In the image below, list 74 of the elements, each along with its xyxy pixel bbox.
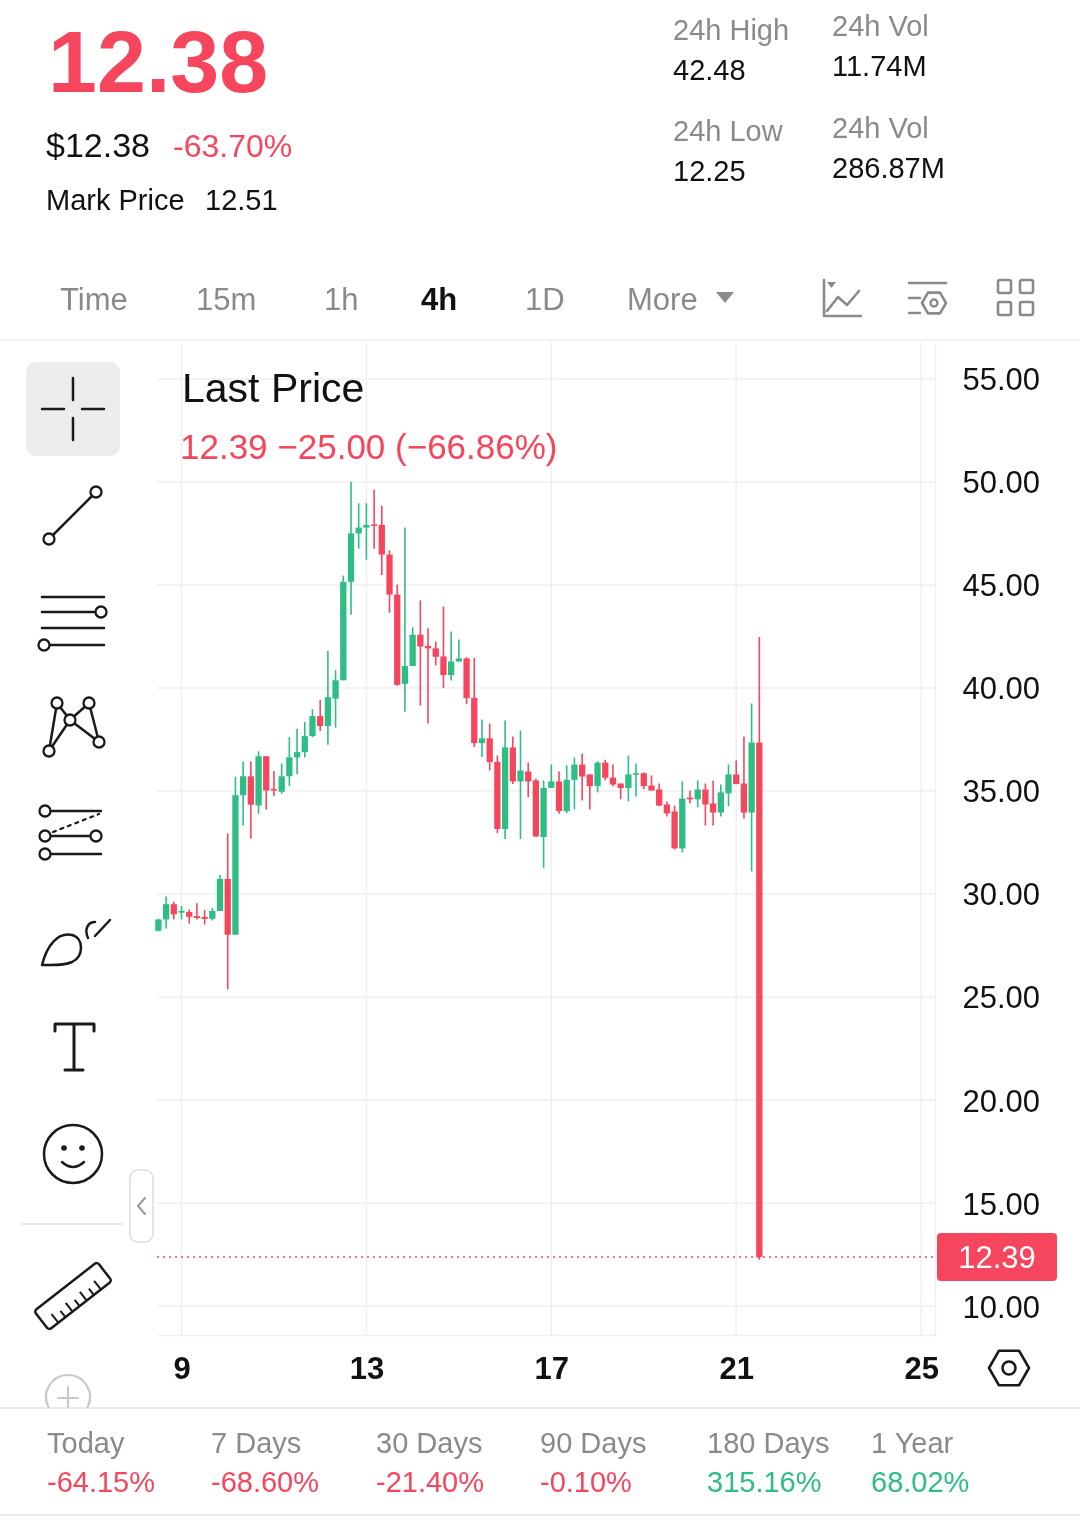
text: Mark Price bbox=[46, 184, 185, 216]
candlestick bbox=[239, 760, 247, 827]
candlestick bbox=[571, 756, 578, 811]
text: 1h bbox=[324, 282, 359, 317]
ref-line-label: 12.39 bbox=[958, 1239, 1036, 1275]
y-tick-label: 10.00 bbox=[962, 1289, 1040, 1325]
candlestick bbox=[548, 763, 555, 789]
y-tick-label: 30.00 bbox=[962, 877, 1040, 913]
text: 12.39 −25.00 (−66.86%) bbox=[180, 427, 558, 466]
candlestick bbox=[401, 526, 409, 713]
candlestick bbox=[486, 722, 493, 772]
text: 315.16% bbox=[707, 1466, 822, 1498]
candlestick bbox=[448, 630, 455, 682]
candlestick bbox=[417, 599, 424, 707]
candlestick bbox=[309, 708, 316, 738]
text: 12.51 bbox=[205, 184, 278, 216]
text: 24h Vol bbox=[832, 112, 929, 144]
text: 7 Days bbox=[211, 1427, 302, 1459]
text: -0.10% bbox=[540, 1466, 632, 1498]
text: 68.02% bbox=[871, 1466, 970, 1498]
text: Last Price bbox=[182, 365, 365, 411]
x-tick-label: 13 bbox=[349, 1351, 385, 1387]
y-tick-label: 55.00 bbox=[962, 362, 1040, 398]
candlestick bbox=[370, 488, 378, 550]
x-tick-label: 17 bbox=[534, 1351, 570, 1387]
text: 11.74M bbox=[832, 50, 927, 82]
candlestick bbox=[270, 770, 278, 798]
candlestick bbox=[586, 773, 593, 811]
text: 90 Days bbox=[540, 1427, 647, 1459]
x-tick-label: 21 bbox=[719, 1351, 754, 1387]
candlestick bbox=[286, 736, 293, 787]
text: 180 Days bbox=[707, 1427, 830, 1459]
text: 4h bbox=[421, 282, 458, 317]
text: 15m bbox=[196, 282, 257, 317]
candlestick bbox=[594, 760, 601, 794]
candlestick bbox=[363, 502, 370, 561]
candlestick bbox=[694, 779, 701, 809]
candlestick bbox=[609, 763, 617, 788]
text: 30 Days bbox=[376, 1427, 483, 1459]
text: -21.40% bbox=[376, 1466, 485, 1498]
candlestick bbox=[162, 895, 170, 930]
text: 24h Low bbox=[673, 115, 784, 147]
candlestick bbox=[278, 762, 285, 795]
y-tick-label: 15.00 bbox=[962, 1186, 1040, 1222]
text: 24h Vol bbox=[832, 10, 929, 42]
y-tick-label: 45.00 bbox=[962, 568, 1040, 604]
text: 42.48 bbox=[673, 54, 746, 86]
text: Time bbox=[60, 282, 128, 317]
text: -68.60% bbox=[211, 1466, 320, 1498]
candlestick bbox=[478, 718, 486, 758]
candlestick bbox=[455, 638, 463, 663]
candlestick bbox=[293, 727, 301, 776]
y-tick-label: 40.00 bbox=[962, 671, 1040, 707]
text: 24h High bbox=[673, 14, 790, 46]
text: 12.38 bbox=[48, 12, 269, 111]
candlestick bbox=[602, 759, 609, 782]
y-tick-label: 25.00 bbox=[962, 980, 1040, 1016]
text: Today bbox=[47, 1427, 125, 1459]
text: $12.38 bbox=[46, 126, 150, 164]
candlestick bbox=[317, 699, 324, 732]
text: -63.70% bbox=[173, 128, 293, 164]
y-tick-label: 20.00 bbox=[962, 1083, 1040, 1119]
y-tick-label: 35.00 bbox=[962, 774, 1040, 810]
x-tick-label: 9 bbox=[173, 1351, 191, 1387]
text: 1D bbox=[525, 282, 565, 317]
text: 1 Year bbox=[871, 1427, 954, 1459]
candlestick bbox=[301, 721, 308, 759]
candlestick bbox=[517, 729, 524, 840]
y-tick-label: 50.00 bbox=[962, 465, 1040, 501]
text: -64.15% bbox=[47, 1466, 156, 1498]
text: 286.87M bbox=[832, 152, 945, 184]
text: More bbox=[627, 282, 698, 317]
x-tick-label: 25 bbox=[904, 1351, 939, 1387]
text: 12.25 bbox=[673, 155, 746, 187]
